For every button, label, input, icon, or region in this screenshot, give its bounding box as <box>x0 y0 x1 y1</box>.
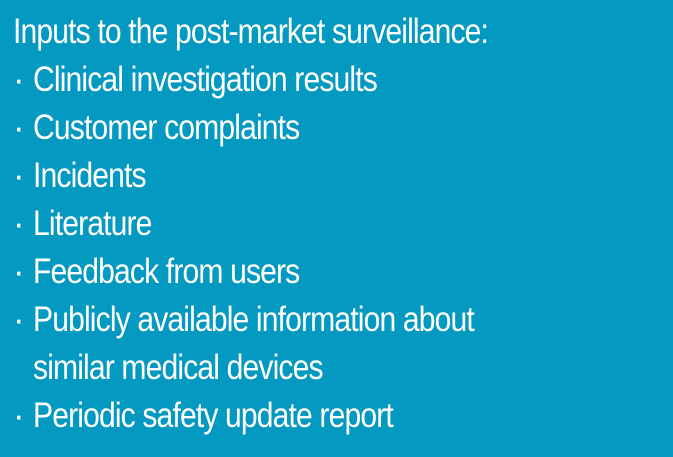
list-item: · Feedback from users <box>13 248 673 296</box>
list-item-text: Literature <box>33 204 152 243</box>
list-item: · Periodic safety update report <box>13 392 673 440</box>
list-item-text: Clinical investigation results <box>33 60 378 99</box>
bullet-dot-icon: · <box>13 204 25 243</box>
bullet-dot-icon: · <box>13 252 25 291</box>
list-item-text: Customer complaints <box>33 108 300 147</box>
list-item-text: Incidents <box>33 156 147 195</box>
list-item: · Incidents <box>13 152 673 200</box>
bullet-dot-icon: · <box>13 108 25 147</box>
list-item-text: Feedback from users <box>33 252 300 291</box>
bullet-dot-icon: · <box>13 156 25 195</box>
list-item: · Publicly available information about s… <box>13 296 673 392</box>
bullet-dot-icon: · <box>13 396 25 435</box>
bullet-dot-icon: · <box>13 60 25 99</box>
list-item: · Literature <box>13 200 673 248</box>
list-item-text: Publicly available information about sim… <box>33 300 475 387</box>
slide-heading: Inputs to the post-market surveillance: <box>13 12 489 51</box>
bullet-list: · Clinical investigation results · Custo… <box>13 56 673 440</box>
list-item: · Clinical investigation results <box>13 56 673 104</box>
bullet-dot-icon: · <box>13 300 25 339</box>
list-item: · Customer complaints <box>13 104 673 152</box>
list-item-text: Periodic safety update report <box>33 396 394 435</box>
